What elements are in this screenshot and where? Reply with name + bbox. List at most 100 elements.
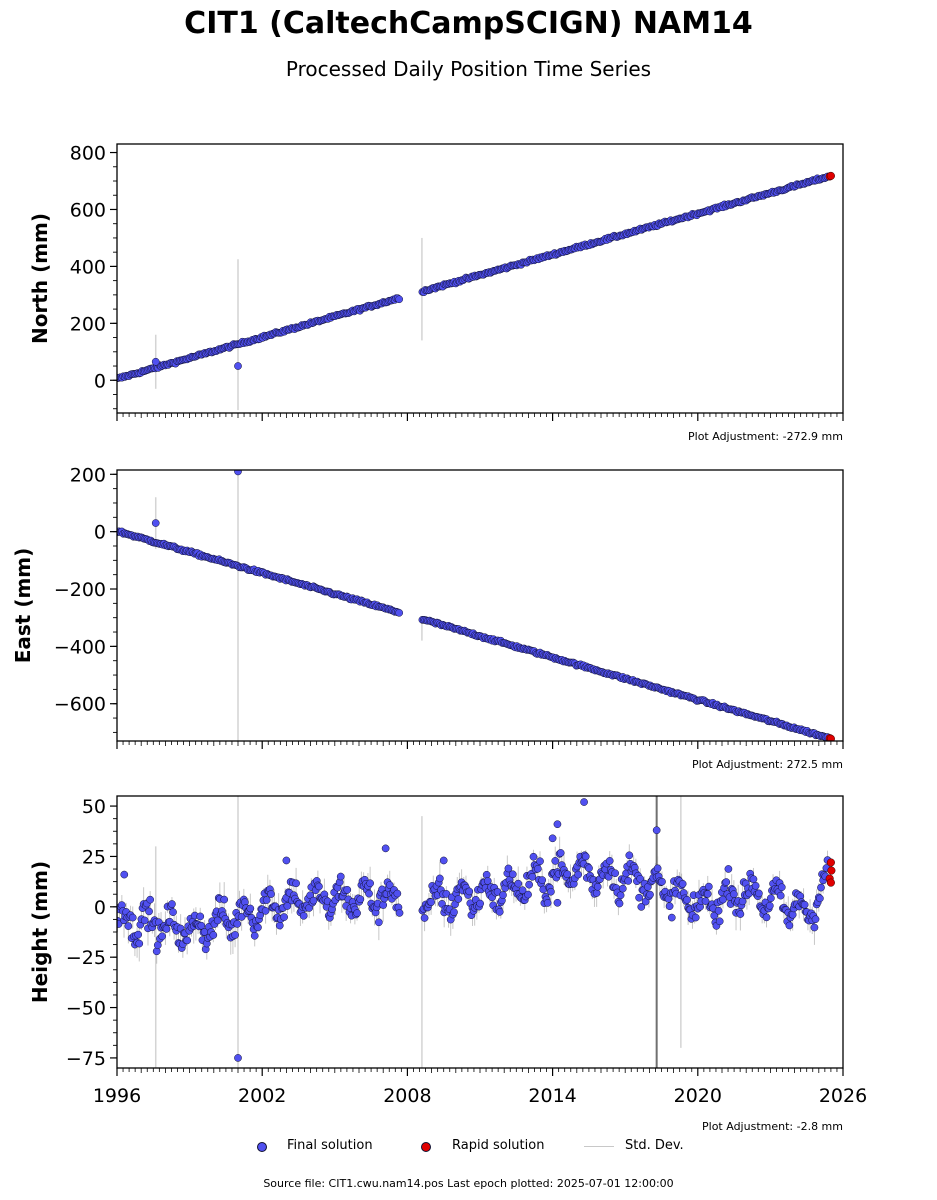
final-point [343,885,352,894]
final-point-outlier [151,519,160,527]
final-point [543,899,552,907]
final-point [715,917,724,926]
final-point [309,896,318,905]
rapid-solution-points [825,171,835,181]
final-point [145,907,153,916]
rapid-point [826,858,835,867]
final-point [504,864,513,873]
final-point [722,878,731,886]
y-tick-label: 600 [70,199,106,221]
legend-final-marker [257,1142,267,1152]
rapid-point [826,878,835,887]
final-point [336,872,345,881]
plot-area-height [117,796,836,1068]
panel-north: 0 200 400 600 800 North (mm) Plot Adjustment: … [28,143,844,443]
final-point [777,883,786,892]
legend-final-label: Final solution [287,1138,373,1153]
final-point [611,869,620,878]
final-point [788,910,797,919]
final-point [353,909,361,917]
final-point [776,891,785,900]
final-point-outlier [652,826,661,835]
final-point [465,887,474,896]
final-point [495,908,504,916]
final-point [701,897,710,905]
final-point [374,918,383,927]
final-point [703,890,712,898]
y-tick-label: 800 [70,143,106,165]
y-axis-label: East (mm) [11,548,35,664]
final-point [162,925,171,933]
y-tick-label: 400 [70,256,106,278]
y-tick-label: −25 [66,947,106,969]
final-point [280,913,288,921]
final-point [220,895,229,904]
final-point [592,889,601,897]
y-tick-label: −200 [54,579,106,601]
final-point [231,931,239,939]
panel-height: −75 −50 −25 0 25 50 1996 2002 2008 2014 2020 2026 He… [28,795,867,1133]
final-point [514,879,523,888]
rapid-point [826,171,835,180]
source-footer: Source file: CIT1.cwu.nam14.pos Last epo… [263,1177,674,1190]
y-tick-label: 200 [70,313,106,335]
final-point [678,880,687,888]
final-solution-points [117,172,832,382]
x-tick-label: 2002 [238,1085,286,1107]
final-point [616,891,625,900]
y-tick-label: 200 [70,464,106,486]
final-solution-points [117,470,832,741]
legend-rapid-marker [421,1142,431,1152]
panel-east: −600 −400 −200 0 200 East (mm) Plot Adjustment… [11,464,844,771]
x-tick-label: 2014 [528,1085,576,1107]
legend-rapid-label: Rapid solution [452,1138,545,1153]
final-point [134,930,143,939]
plot-adjustment-label: Plot Adjustment: 272.5 mm [692,758,843,771]
final-point [454,895,463,903]
final-point [292,879,300,888]
final-point [476,899,484,908]
legend: Final solution Rapid solution Std. Dev. [0,1137,937,1157]
final-point [246,904,255,913]
final-point [556,849,565,857]
final-point [393,889,402,898]
final-point-outlier [548,834,557,843]
final-solution-points [117,798,832,1062]
final-point [315,882,323,891]
final-point [749,875,758,884]
axes-frame [116,469,844,742]
final-point [483,877,492,885]
rapid-point [826,734,835,741]
y-tick-label: 50 [82,796,106,818]
final-point [128,913,137,922]
plot-adjustment-label: Plot Adjustment: -2.8 mm [702,1120,843,1133]
final-point [525,880,533,889]
x-tick-label: 2026 [819,1085,867,1107]
final-point [646,890,654,899]
final-point [267,890,275,898]
legend-stddev-label: Std. Dev. [625,1138,684,1153]
final-point [499,891,507,899]
x-tick-label: 2008 [383,1085,431,1107]
final-point [508,870,517,879]
final-point [254,923,262,932]
final-point [683,895,691,904]
final-point-outlier [381,844,390,853]
final-point [395,295,404,304]
final-point-outlier [234,362,242,370]
chart-subtitle: Processed Daily Position Time Series [285,57,652,81]
final-point [237,913,246,921]
final-point-outlier [120,870,129,879]
rapid-point [827,866,836,875]
final-point [524,890,532,899]
final-point [283,902,292,910]
final-point [816,894,824,903]
y-tick-label: −50 [66,998,106,1020]
final-point-outlier [553,898,562,907]
final-point [563,870,572,879]
rapid-solution-points [825,734,835,741]
final-point [299,911,308,920]
final-point [800,900,809,909]
plot-area-north [117,171,835,411]
final-point [653,864,662,873]
